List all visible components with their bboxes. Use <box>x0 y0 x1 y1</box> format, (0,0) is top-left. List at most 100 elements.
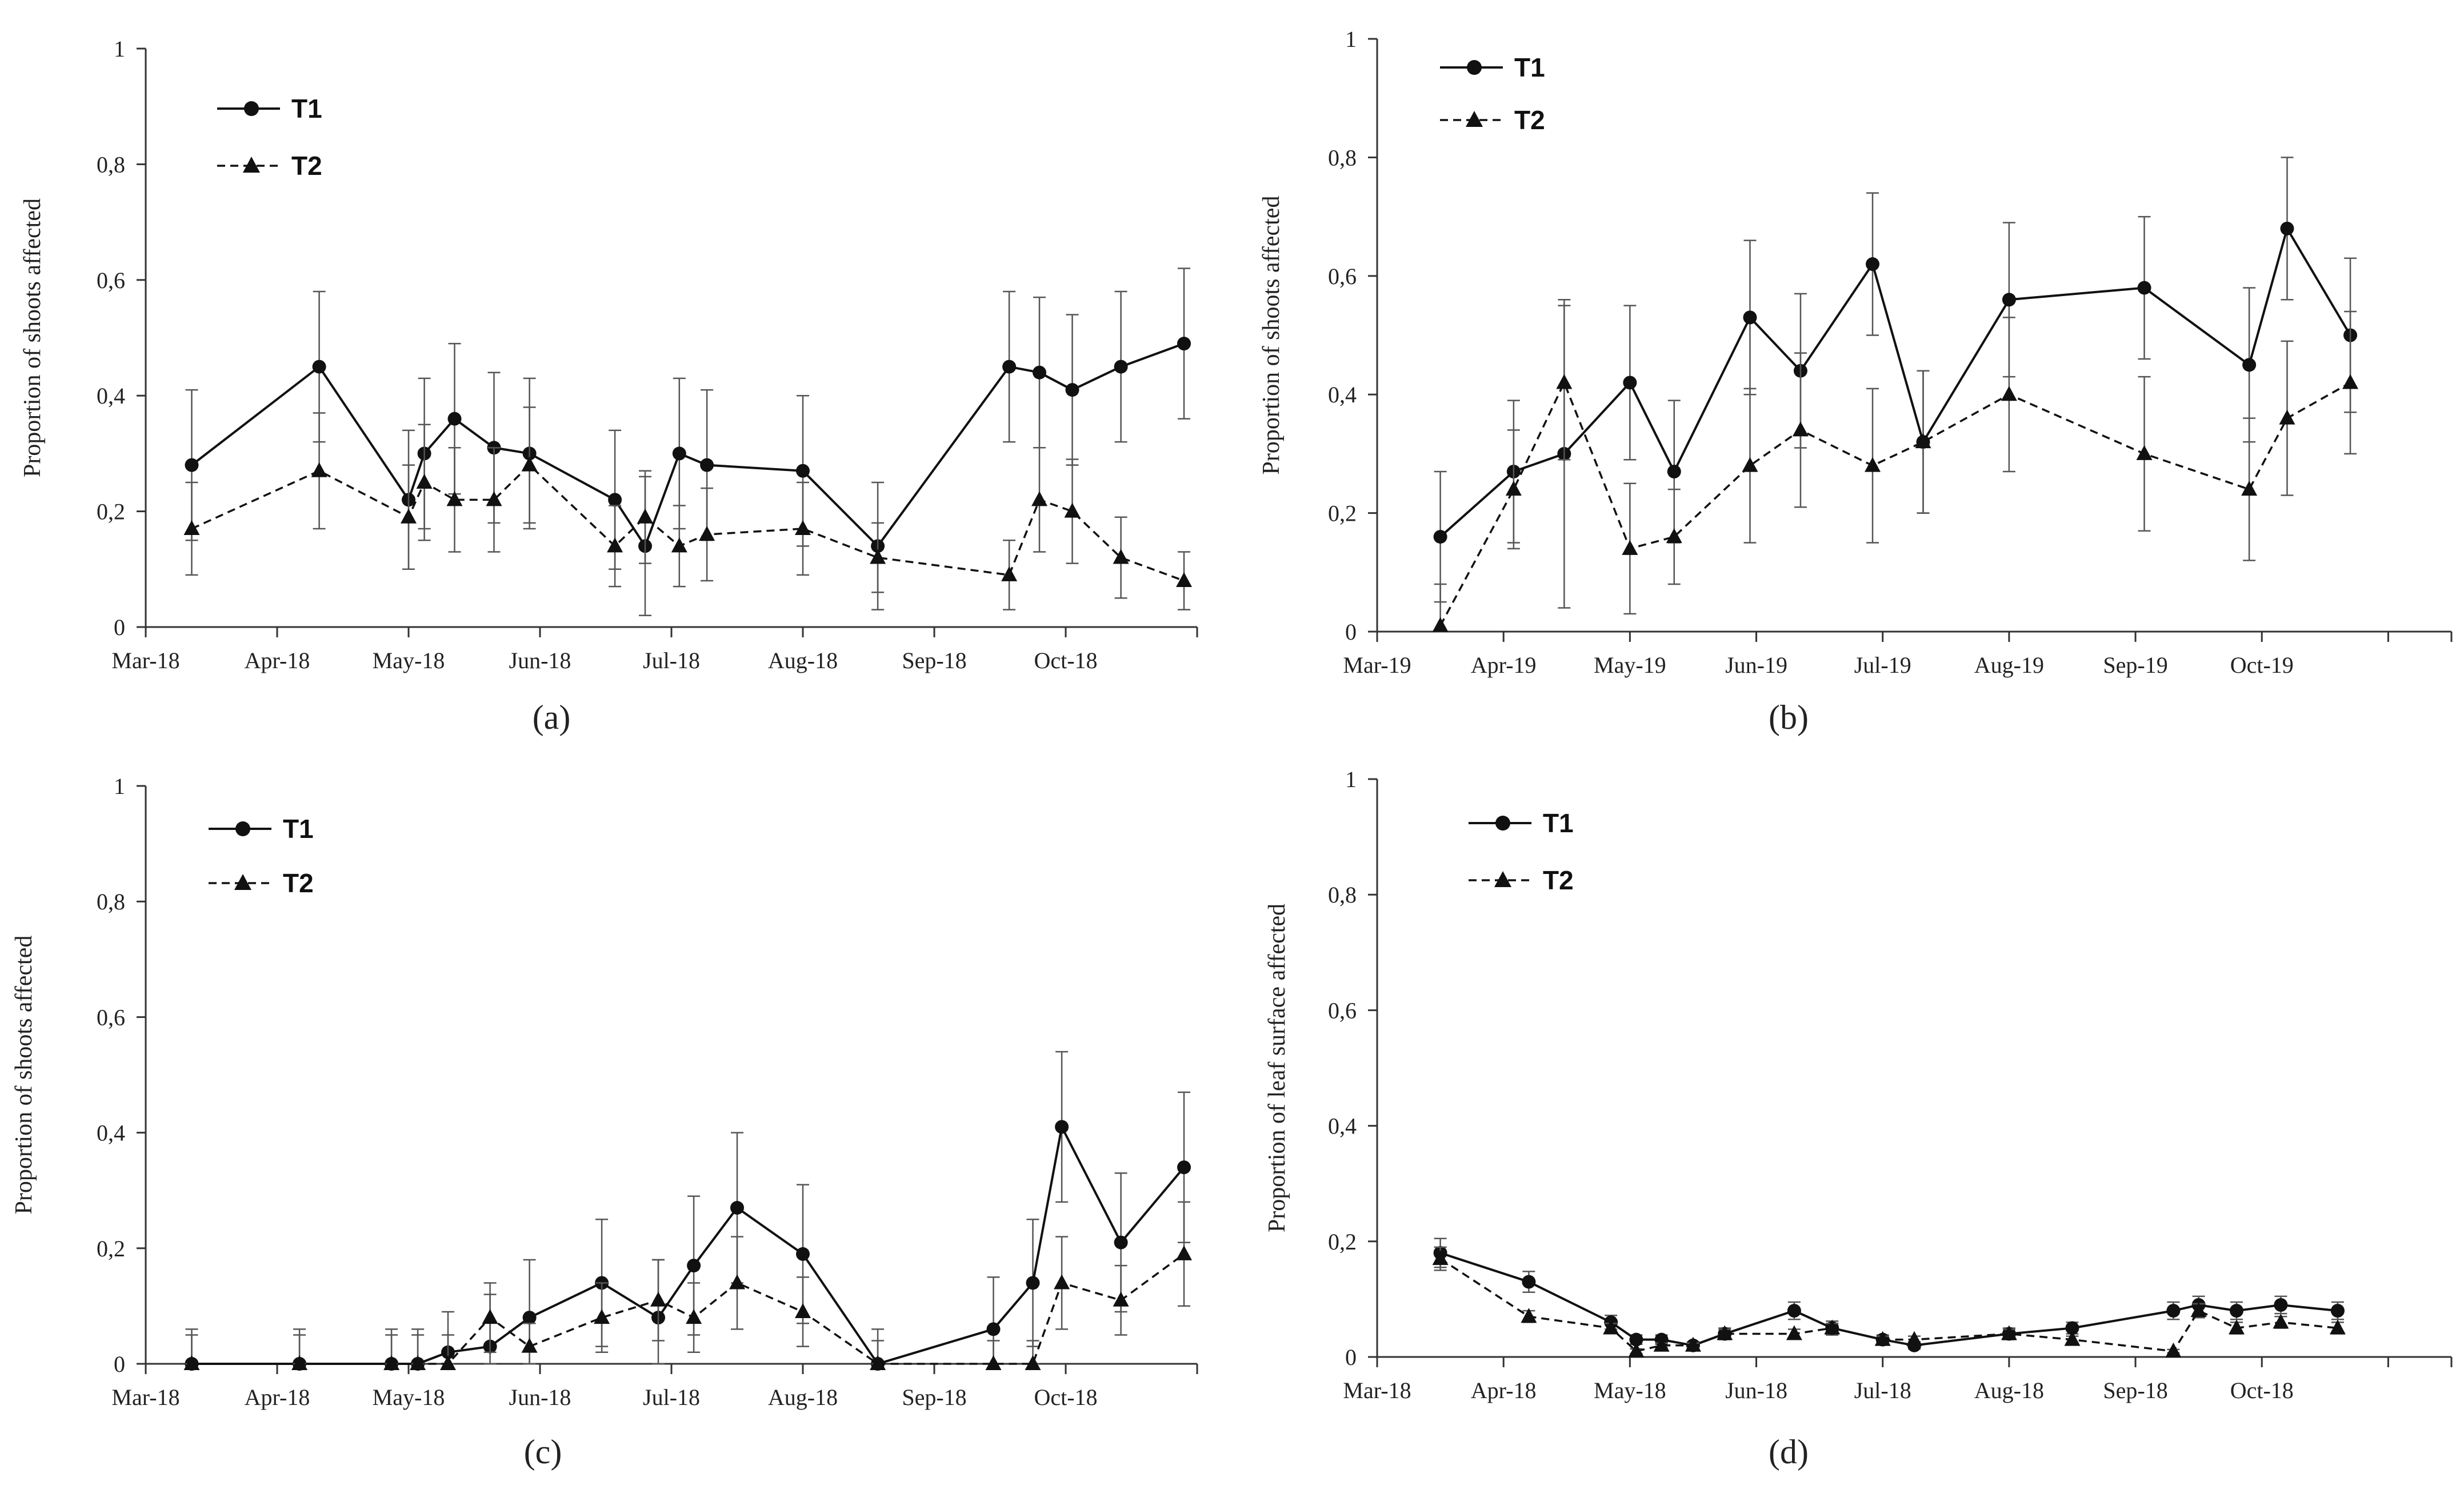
data-point <box>1666 528 1682 544</box>
data-point <box>1433 530 1447 544</box>
x-tick-label: Oct-18 <box>1034 648 1097 673</box>
x-tick-label: Apr-19 <box>1471 652 1537 678</box>
chart-panel-1: 0 0,2 0,4 0,6 0,8 1 Mar-18 Apr-18 May-18 Jun-18 Ju… <box>19 36 1198 736</box>
data-point <box>1522 1275 1536 1289</box>
data-point <box>2064 1331 2081 1346</box>
data-point <box>986 1322 1001 1336</box>
panel-label: (b) <box>1769 698 1809 736</box>
y-axis-label: Proportion of shoots affected <box>19 198 46 477</box>
data-point <box>1603 1319 1619 1335</box>
x-tick-label: Jun-19 <box>1725 652 1787 678</box>
data-point <box>1432 617 1449 632</box>
y-tick-label: 0,4 <box>97 1120 125 1146</box>
data-point <box>2137 281 2151 295</box>
legend-label: T2 <box>283 868 314 898</box>
y-tick-label: 0,2 <box>97 1236 125 1262</box>
x-tick-label: May-18 <box>1594 1378 1666 1403</box>
data-point <box>1743 310 1757 325</box>
data-point <box>2136 445 2153 460</box>
chart-panel-3: 0 0,2 0,4 0,6 0,8 1 Mar-18 Apr-18 May-18 Jun-18 Ju… <box>11 773 1198 1471</box>
x-tick-label: Jul-19 <box>1854 652 1911 678</box>
legend: T1 T2 <box>1440 53 1545 135</box>
y-tick-label: 0,2 <box>97 499 125 525</box>
data-point <box>1026 1276 1040 1290</box>
x-tick-label: Jul-18 <box>1854 1378 1911 1403</box>
data-point <box>2230 1304 2243 1318</box>
data-point <box>2279 409 2295 425</box>
legend-label: T2 <box>291 151 322 181</box>
legend-label: T1 <box>1514 53 1545 82</box>
x-tick-label: Jul-18 <box>643 1384 700 1410</box>
y-tick-label: 0,8 <box>1328 882 1357 908</box>
y-tick-label: 0,4 <box>1328 1113 1357 1139</box>
data-point <box>2001 386 2017 401</box>
data-point <box>2001 1325 2017 1340</box>
x-tick-label: Apr-18 <box>1471 1378 1537 1403</box>
data-point <box>1685 1336 1701 1352</box>
data-point <box>291 1355 308 1370</box>
data-point <box>1915 433 1931 449</box>
series-line <box>1439 380 2351 626</box>
x-tick-label: Mar-19 <box>1343 652 1411 678</box>
data-point <box>1667 465 1681 479</box>
series-t1 <box>1433 1237 2345 1352</box>
data-point <box>607 537 623 553</box>
data-point <box>521 1338 538 1353</box>
data-point <box>2165 1342 2182 1358</box>
y-tick-label: 0 <box>1345 619 1357 645</box>
data-point <box>1865 457 1881 472</box>
data-point <box>183 520 200 535</box>
data-point <box>796 1247 810 1261</box>
x-tick-label: May-19 <box>1594 652 1666 678</box>
data-point <box>1792 421 1809 437</box>
data-point <box>594 1309 610 1324</box>
data-point <box>637 508 653 524</box>
y-tick-label: 0,4 <box>97 383 125 409</box>
y-tick-label: 0 <box>114 614 125 640</box>
x-tick-label: Aug-18 <box>768 648 838 673</box>
data-point <box>1629 1332 1643 1347</box>
data-point <box>410 1355 426 1370</box>
data-point <box>1874 1331 1891 1346</box>
data-point <box>1033 365 1046 380</box>
series-t2 <box>1432 305 2359 633</box>
data-point <box>729 1274 745 1290</box>
data-point <box>700 458 714 472</box>
legend: T1 T2 <box>209 814 314 898</box>
series-line <box>191 464 1185 582</box>
data-point <box>1787 1304 1801 1318</box>
legend-label: T2 <box>1514 105 1545 135</box>
data-point <box>1114 360 1128 374</box>
data-point <box>2241 481 2258 496</box>
data-point <box>1114 1235 1128 1250</box>
legend-marker <box>1494 871 1511 887</box>
y-axis-label: Proportion of shoots affected <box>1258 196 1285 475</box>
data-point <box>521 456 538 472</box>
data-point <box>1031 491 1047 506</box>
series-t2 <box>183 406 1192 610</box>
data-point <box>608 493 622 507</box>
x-tick-label: Mar-18 <box>111 1384 179 1410</box>
data-point <box>2329 1319 2346 1335</box>
data-point <box>311 462 327 477</box>
data-point <box>795 520 811 535</box>
data-point <box>440 1355 456 1370</box>
series-line <box>191 1123 1185 1366</box>
data-point <box>870 1355 886 1370</box>
legend-marker <box>1495 816 1510 831</box>
data-point <box>1002 360 1017 374</box>
data-point <box>795 1303 811 1319</box>
x-tick-label: Jun-18 <box>1725 1378 1787 1403</box>
data-point <box>1055 1120 1069 1134</box>
data-point <box>671 537 687 553</box>
y-tick-label: 0 <box>114 1351 125 1377</box>
data-point <box>650 1291 666 1307</box>
legend-label: T1 <box>283 814 314 844</box>
x-tick-label: Mar-18 <box>1343 1378 1411 1403</box>
y-tick-label: 0,6 <box>97 1004 125 1030</box>
data-point <box>1742 457 1758 472</box>
legend-label: T1 <box>1543 808 1574 838</box>
data-point <box>1065 383 1079 397</box>
data-point <box>486 491 502 506</box>
y-tick-label: 1 <box>1345 767 1357 792</box>
